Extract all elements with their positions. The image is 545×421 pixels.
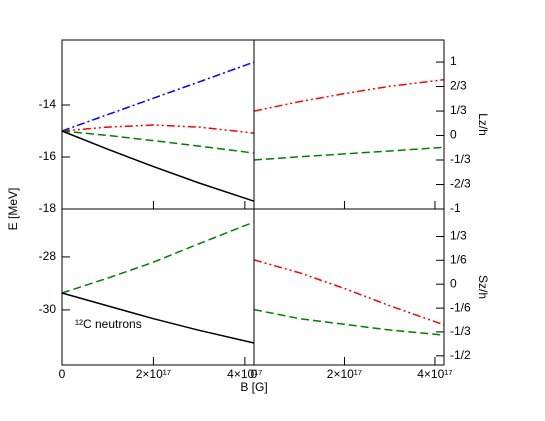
y-tick-label: 1/6 — [450, 252, 467, 266]
y-tick-label: -14 — [39, 97, 57, 111]
x-tick-label: 2×10¹⁷ — [136, 367, 171, 381]
y-tick-label: 0 — [450, 128, 457, 142]
curve — [253, 308, 445, 336]
y-axis-label: Sz/h — [476, 275, 490, 299]
y-tick-label: -1 — [450, 201, 461, 215]
curve — [61, 124, 255, 134]
y-tick-label: -16 — [39, 149, 57, 163]
annotation: ¹²C neutrons — [75, 317, 142, 331]
curve — [61, 130, 255, 154]
y-tick-label: 1/3 — [450, 103, 467, 117]
curve — [61, 130, 255, 202]
y-tick-label: 1/3 — [450, 229, 467, 243]
x-tick-label: 0 — [251, 367, 258, 381]
y-tick-label: -18 — [39, 201, 57, 215]
x-tick-label: 2×10¹⁷ — [327, 367, 362, 381]
curve — [61, 61, 255, 132]
panel-frame — [61, 208, 255, 366]
y-tick-label: -1/2 — [450, 348, 471, 362]
y-tick-label: -1/3 — [450, 324, 471, 338]
y-axis-label: Lz/h — [476, 113, 490, 136]
y-tick-label: 2/3 — [450, 79, 467, 93]
panel-frame — [253, 39, 445, 210]
y-axis-label: E [MeV] — [6, 188, 20, 231]
y-tick-label: -28 — [39, 249, 57, 263]
curve — [253, 78, 445, 112]
x-tick-label: 0 — [59, 367, 66, 381]
x-tick-label: 4×10¹⁷ — [417, 367, 452, 381]
curve — [61, 221, 255, 294]
curve — [253, 146, 445, 161]
y-tick-label: 1 — [450, 54, 457, 68]
x-axis-label: B [G] — [240, 380, 267, 394]
panel-frame — [253, 208, 445, 366]
y-tick-label: -30 — [39, 302, 57, 316]
x-tick-label: 4×10¹⁷ — [227, 367, 262, 381]
curve — [61, 292, 255, 344]
y-tick-label: -1/3 — [450, 152, 471, 166]
y-tick-label: -2/3 — [450, 177, 471, 191]
y-tick-label: 0 — [450, 276, 457, 290]
y-tick-label: -1/6 — [450, 300, 471, 314]
